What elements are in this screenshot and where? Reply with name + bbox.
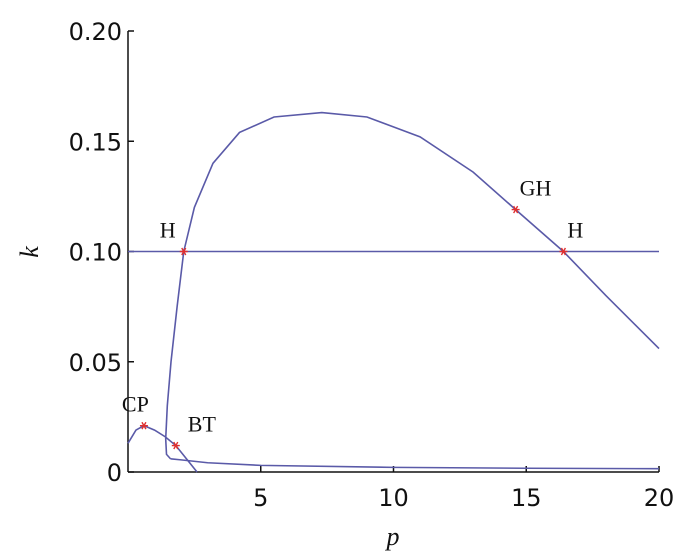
point-marker bbox=[139, 421, 148, 430]
y-tick-label: 0.15 bbox=[69, 128, 122, 156]
point-label: H bbox=[160, 218, 176, 243]
curve bbox=[170, 457, 660, 470]
y-tick-label: 0 bbox=[107, 459, 122, 487]
x-tick-label: 10 bbox=[378, 484, 409, 512]
curve bbox=[164, 111, 660, 460]
curve bbox=[127, 424, 198, 473]
point-label: GH bbox=[520, 176, 552, 201]
y-tick-label: 0.20 bbox=[69, 18, 122, 46]
y-tick-label: 0.05 bbox=[69, 349, 122, 377]
point-label: CP bbox=[122, 392, 149, 417]
x-tick-label: 20 bbox=[644, 484, 675, 512]
y-axis-label: k bbox=[15, 246, 44, 258]
point-label: BT bbox=[188, 412, 217, 437]
y-tick-label: 0.10 bbox=[69, 239, 122, 267]
x-axis-label: p bbox=[385, 522, 400, 551]
point-marker bbox=[179, 247, 188, 256]
point-marker bbox=[559, 247, 568, 256]
x-tick-label: 5 bbox=[253, 484, 268, 512]
x-tick-label: 15 bbox=[511, 484, 542, 512]
point-marker bbox=[511, 205, 520, 214]
point-label: H bbox=[567, 218, 583, 243]
point-marker bbox=[171, 441, 180, 450]
